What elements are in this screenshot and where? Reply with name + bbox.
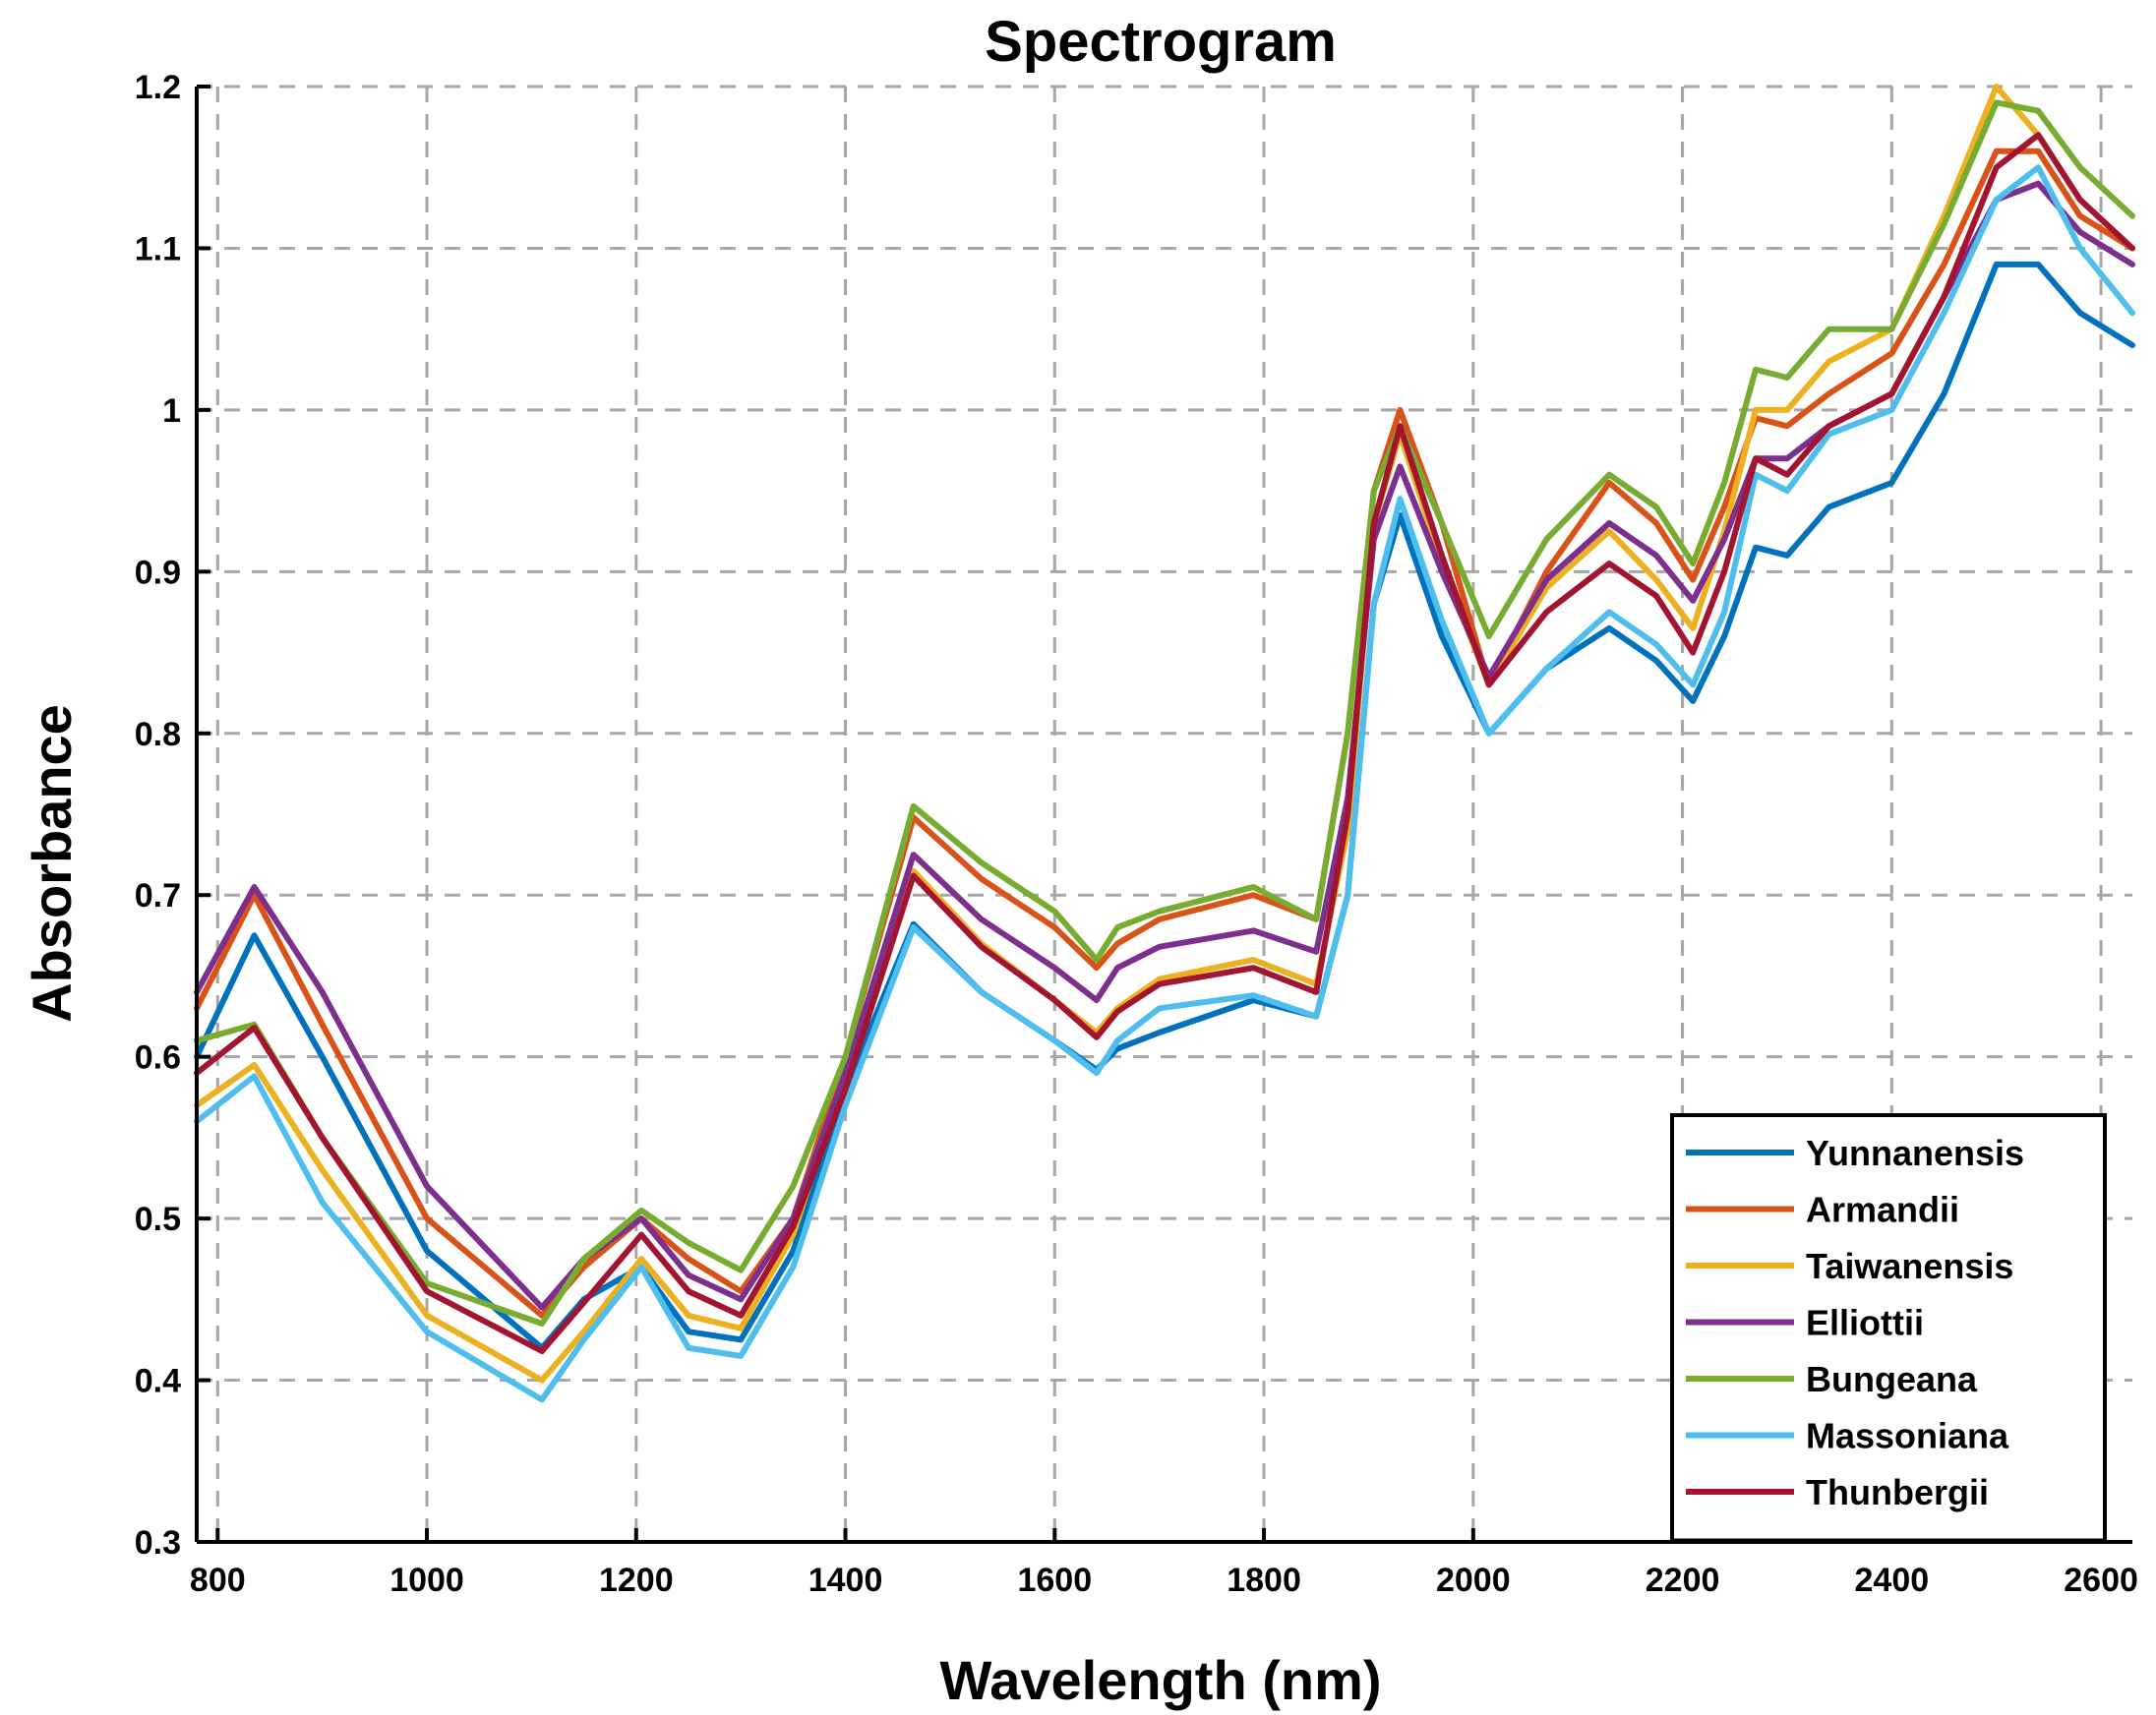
legend-label-elliottii: Elliottii: [1806, 1303, 1924, 1343]
x-tick-label: 1200: [599, 1562, 674, 1599]
legend-box: [1670, 1113, 2107, 1543]
chart-title: Spectrogram: [985, 10, 1337, 74]
y-tick-label: 0.7: [135, 877, 181, 915]
legend-label-bungeana: Bungeana: [1806, 1359, 1978, 1399]
tick-labels: 800 1000 1200 1400 1600 1800 2000 2200 2400 2600 0…: [135, 69, 2138, 1599]
legend-label-armandii: Armandii: [1806, 1190, 1959, 1230]
x-tick-label: 800: [190, 1562, 246, 1599]
y-axis-title: Absorbance: [21, 704, 83, 1023]
legend-label-massoniana: Massoniana: [1806, 1416, 2009, 1456]
y-tick-label: 0.5: [135, 1201, 181, 1238]
legend: Yunnanensis Armandii Taiwanensis Elliottii B…: [1670, 1113, 2107, 1543]
x-tick-label: 2000: [1436, 1562, 1511, 1599]
legend-label-taiwanensis: Taiwanensis: [1806, 1246, 2013, 1286]
x-tick-label: 1000: [389, 1562, 464, 1599]
x-tick-label: 1600: [1017, 1562, 1092, 1599]
x-tick-label: 2400: [1855, 1562, 1930, 1599]
legend-label-thunbergii: Thunbergii: [1806, 1472, 1989, 1512]
y-tick-label: 1.2: [135, 69, 181, 106]
legend-label-yunnanensis: Yunnanensis: [1806, 1133, 2024, 1173]
y-tick-label: 0.6: [135, 1039, 181, 1077]
series-line-bungeana: [194, 99, 2135, 1327]
y-tick-label: 1.1: [135, 230, 181, 267]
series-line-thunbergii: [194, 132, 2135, 1354]
y-tick-label: 0.3: [135, 1524, 181, 1562]
x-tick-label: 2200: [1646, 1562, 1720, 1599]
y-tick-label: 0.4: [135, 1363, 181, 1400]
y-tick-label: 0.8: [135, 716, 181, 753]
x-tick-label: 1800: [1227, 1562, 1301, 1599]
y-tick-label: 0.9: [135, 554, 181, 591]
series-lines: [194, 84, 2135, 1403]
x-tick-label: 1400: [808, 1562, 883, 1599]
x-axis-title: Wavelength (nm): [939, 1649, 1381, 1711]
y-tick-label: 1: [162, 392, 181, 430]
x-tick-label: 2600: [2064, 1562, 2138, 1599]
series-line-massoniana: [194, 164, 2135, 1403]
